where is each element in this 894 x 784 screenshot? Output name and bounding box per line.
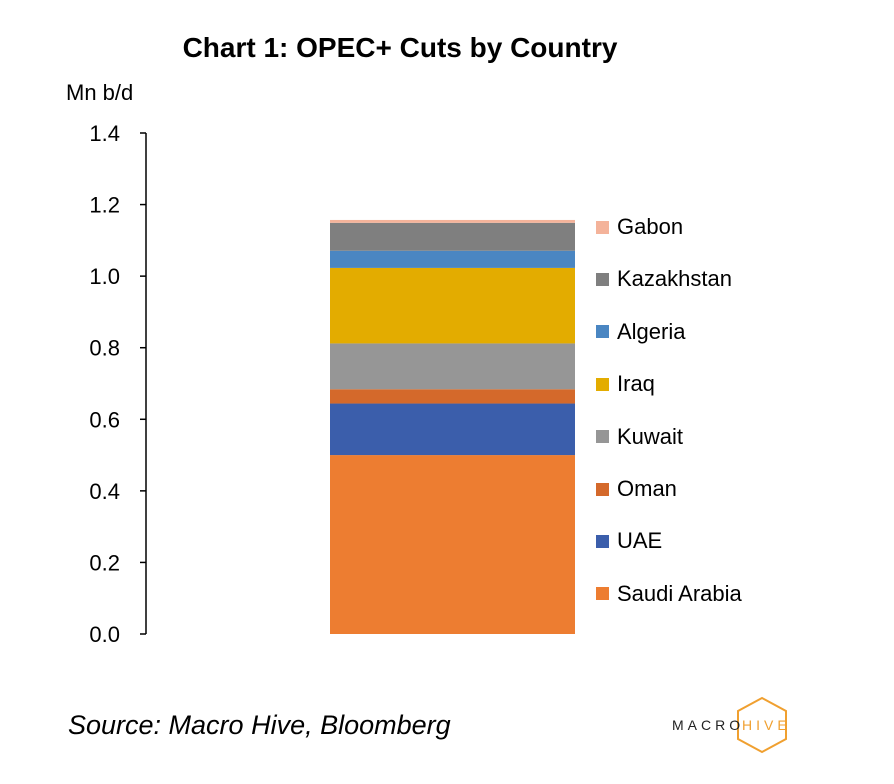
legend-item: Iraq — [596, 369, 655, 399]
y-axis: 0.0 0.2 0.4 0.6 0.8 1.0 1.2 1.4 — [89, 121, 147, 647]
bar-segment-iraq — [330, 267, 575, 344]
legend-swatch — [596, 377, 609, 391]
legend-swatch — [596, 534, 609, 548]
y-tick-label: 0.4 — [89, 479, 120, 504]
bar-stack — [330, 219, 575, 634]
source-note: Source: Macro Hive, Bloomberg — [68, 710, 451, 740]
legend-item: Saudi Arabia — [596, 579, 742, 609]
legend-label: UAE — [617, 528, 663, 554]
legend-item: UAE — [596, 526, 662, 556]
legend-swatch — [596, 482, 609, 496]
y-tick-label: 0.2 — [89, 550, 120, 575]
legend-item: Oman — [596, 474, 677, 504]
y-axis-unit-label: Mn b/d — [66, 80, 134, 105]
hexagon-icon — [737, 696, 787, 754]
logo-text-hive: HIVE — [742, 717, 791, 733]
legend-item: Gabon — [596, 212, 683, 242]
bar-segment-kuwait — [330, 343, 575, 390]
logo-text-macro: MACRO — [672, 717, 744, 733]
legend-label: Kazakhstan — [617, 266, 732, 292]
bar-segment-kazakhstan — [330, 222, 575, 251]
y-tick-label: 0.6 — [89, 407, 120, 432]
legend-swatch — [596, 325, 609, 339]
legend-swatch — [596, 220, 609, 234]
legend-label: Gabon — [617, 214, 684, 239]
chart-title: Chart 1: OPEC+ Cuts by Country — [182, 32, 618, 63]
bar-segment-gabon — [330, 219, 575, 223]
legend-label: Saudi Arabia — [617, 580, 742, 606]
y-tick-label: 0.8 — [89, 336, 120, 361]
bar-segment-oman — [330, 389, 575, 404]
y-tick-label: 1.0 — [89, 264, 120, 289]
legend-item: Kazakhstan — [596, 264, 732, 294]
y-tick-label: 0.0 — [89, 622, 120, 647]
y-tick-label: 1.2 — [89, 193, 120, 218]
macro-hive-logo: MACRO HIVE — [672, 696, 791, 754]
legend-label: Kuwait — [617, 423, 684, 449]
legend-label: Algeria — [617, 318, 686, 344]
legend-label: Oman — [617, 476, 677, 501]
legend-item: Algeria — [596, 317, 685, 347]
y-tick-label: 1.4 — [89, 121, 120, 146]
bar-segment-uae — [330, 403, 575, 456]
legend-swatch — [596, 587, 609, 601]
legend-swatch — [596, 272, 609, 286]
legend-label: Iraq — [617, 371, 655, 397]
bar-segment-saudi-arabia — [330, 455, 575, 634]
bar-segment-algeria — [330, 250, 575, 268]
legend-swatch — [596, 430, 609, 444]
legend-item: Kuwait — [596, 422, 683, 452]
